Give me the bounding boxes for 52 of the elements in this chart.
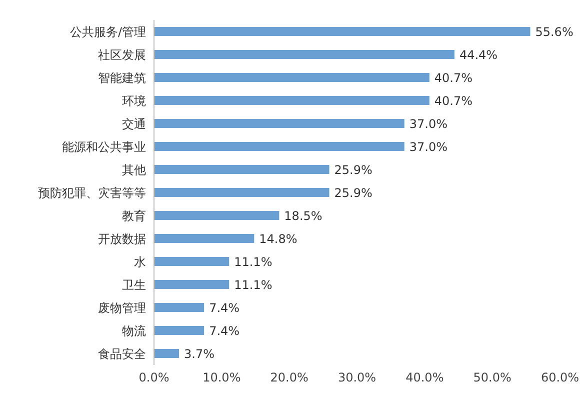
y-tick-label: 其他	[122, 162, 146, 177]
data-label: 14.8%	[259, 232, 298, 246]
x-tick-label: 30.0%	[338, 370, 376, 385]
bar	[154, 303, 204, 312]
data-label: 25.9%	[334, 186, 372, 200]
data-label: 55.6%	[535, 24, 574, 39]
bar	[154, 119, 404, 128]
y-tick-label: 社区发展	[98, 48, 146, 62]
data-label: 11.1%	[234, 254, 272, 269]
data-label: 7.4%	[209, 300, 240, 315]
bar	[154, 142, 404, 151]
y-tick-label: 预防犯罪、灾害等等	[38, 186, 146, 200]
y-tick-label: 废物管理	[98, 300, 146, 315]
y-tick-label: 物流	[122, 324, 146, 338]
x-tick-label: 20.0%	[270, 370, 308, 385]
y-tick-label: 公共服务/管理	[70, 24, 146, 39]
x-tick-label: 0.0%	[138, 370, 170, 385]
y-tick-label: 卫生	[122, 278, 146, 292]
x-tick-label: 40.0%	[406, 370, 444, 385]
data-label: 11.1%	[234, 278, 272, 292]
data-label: 18.5%	[284, 208, 322, 223]
data-label: 3.7%	[184, 346, 215, 361]
data-label: 37.0%	[409, 140, 448, 154]
bar	[154, 326, 204, 335]
y-tick-label: 能源和公共事业	[62, 140, 146, 154]
data-label: 44.4%	[459, 48, 498, 62]
bar	[154, 188, 330, 197]
y-tick-label: 水	[134, 254, 146, 269]
bar	[154, 257, 230, 266]
data-label: 40.7%	[434, 94, 473, 108]
bar	[154, 96, 430, 105]
bar	[154, 349, 180, 358]
y-tick-label: 交通	[122, 116, 146, 131]
x-tick-label: 10.0%	[202, 370, 241, 385]
bar	[154, 280, 230, 289]
y-tick-label: 环境	[122, 94, 146, 108]
y-tick-label: 教育	[122, 208, 146, 223]
bar	[154, 50, 454, 59]
bar	[154, 27, 530, 36]
data-label: 40.7%	[434, 70, 473, 85]
y-tick-label: 智能建筑	[98, 70, 146, 85]
data-label: 37.0%	[409, 116, 448, 131]
x-tick-label: 60.0%	[540, 370, 580, 385]
bar	[154, 73, 430, 82]
bar	[154, 211, 280, 220]
y-tick-label: 开放数据	[98, 232, 146, 246]
y-tick-label: 食品安全	[98, 346, 146, 361]
data-label: 25.9%	[334, 162, 372, 177]
x-tick-label: 50.0%	[473, 370, 512, 385]
bar	[154, 234, 254, 243]
bar	[154, 165, 330, 174]
data-label: 7.4%	[209, 324, 240, 338]
